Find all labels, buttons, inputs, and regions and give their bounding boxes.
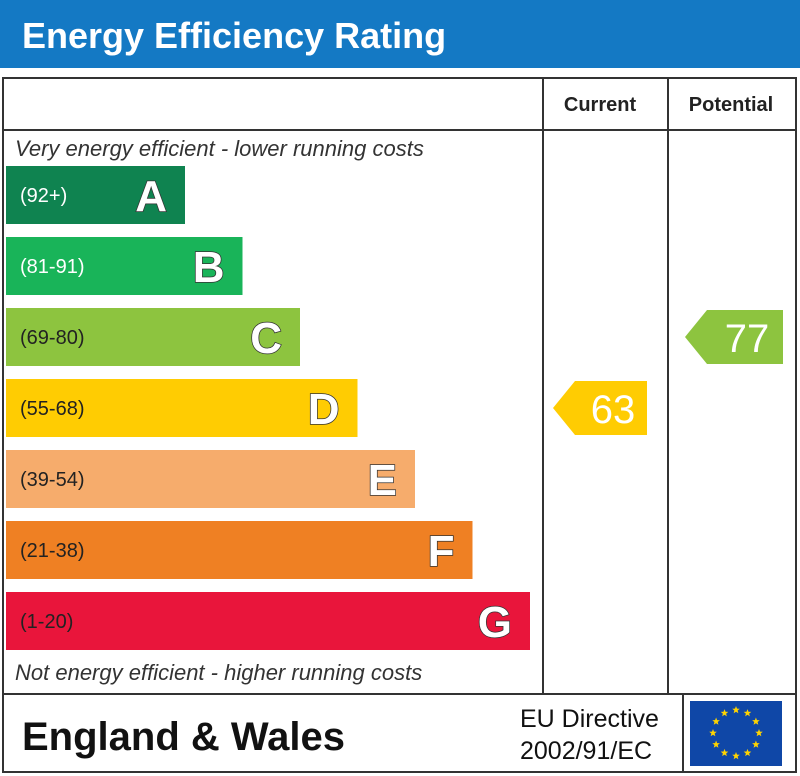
band-bar-d <box>6 379 358 437</box>
band-range-label: (81-91) <box>20 256 84 278</box>
band-letter: E <box>368 456 397 505</box>
current-rating-value: 63 <box>591 388 636 432</box>
footer-directive-line2: 2002/91/EC <box>520 737 652 765</box>
band-bar-e <box>6 450 415 508</box>
band-c: (69-80) C <box>6 308 300 366</box>
eu-star-icon <box>752 717 760 725</box>
band-bar-g <box>6 592 530 650</box>
band-bar-f <box>6 521 473 579</box>
current-rating-arrow <box>553 381 647 435</box>
band-letter: A <box>135 172 167 221</box>
eu-star-icon <box>732 752 740 760</box>
band-d: (55-68) D <box>6 379 358 437</box>
band-letter: C <box>250 314 282 363</box>
eu-star-icon <box>755 729 763 737</box>
eu-star-icon <box>732 706 740 714</box>
band-range-label: (92+) <box>20 185 67 207</box>
eu-star-icon <box>743 709 752 717</box>
band-b: (81-91) B <box>6 237 243 295</box>
band-letter: F <box>428 527 455 576</box>
eu-star-icon <box>752 740 760 748</box>
top-note: Very energy efficient - lower running co… <box>15 136 424 161</box>
footer-region: England & Wales <box>22 715 345 759</box>
eu-star-icon <box>720 709 729 717</box>
potential-rating-arrow <box>685 310 783 364</box>
band-bar-b <box>6 237 243 295</box>
rating-bands: (92+) A (81-91) B (69-80) C (55-68) D (39-54) E (2… <box>6 166 530 650</box>
band-range-label: (21-38) <box>20 540 84 562</box>
eu-star-icon <box>709 729 717 737</box>
eu-flag-icon <box>690 701 782 766</box>
title-bar <box>0 0 800 68</box>
rating-indicators: 63 77 <box>553 310 783 435</box>
band-f: (21-38) F <box>6 521 473 579</box>
eu-star-icon <box>720 748 729 757</box>
bottom-note: Not energy efficient - higher running co… <box>15 660 422 685</box>
band-range-label: (39-54) <box>20 469 84 491</box>
band-a: (92+) A <box>6 166 185 224</box>
column-header-current: Current <box>564 94 637 116</box>
table-frame <box>2 77 797 773</box>
band-bar-a <box>6 166 185 224</box>
eu-star-icon <box>712 740 720 748</box>
eu-star-icon <box>743 748 752 757</box>
band-e: (39-54) E <box>6 450 415 508</box>
band-letter: G <box>478 598 512 647</box>
band-letter: B <box>193 243 225 292</box>
band-range-label: (69-80) <box>20 327 84 349</box>
chart-title: Energy Efficiency Rating <box>22 15 446 56</box>
band-g: (1-20) G <box>6 592 530 650</box>
band-range-label: (55-68) <box>20 398 84 420</box>
footer-directive-line1: EU Directive <box>520 705 659 733</box>
band-range-label: (1-20) <box>20 611 73 633</box>
eu-star-icon <box>712 717 720 725</box>
column-header-potential: Potential <box>689 94 773 116</box>
band-letter: D <box>308 385 340 434</box>
band-bar-c <box>6 308 300 366</box>
potential-rating-value: 77 <box>725 317 770 361</box>
